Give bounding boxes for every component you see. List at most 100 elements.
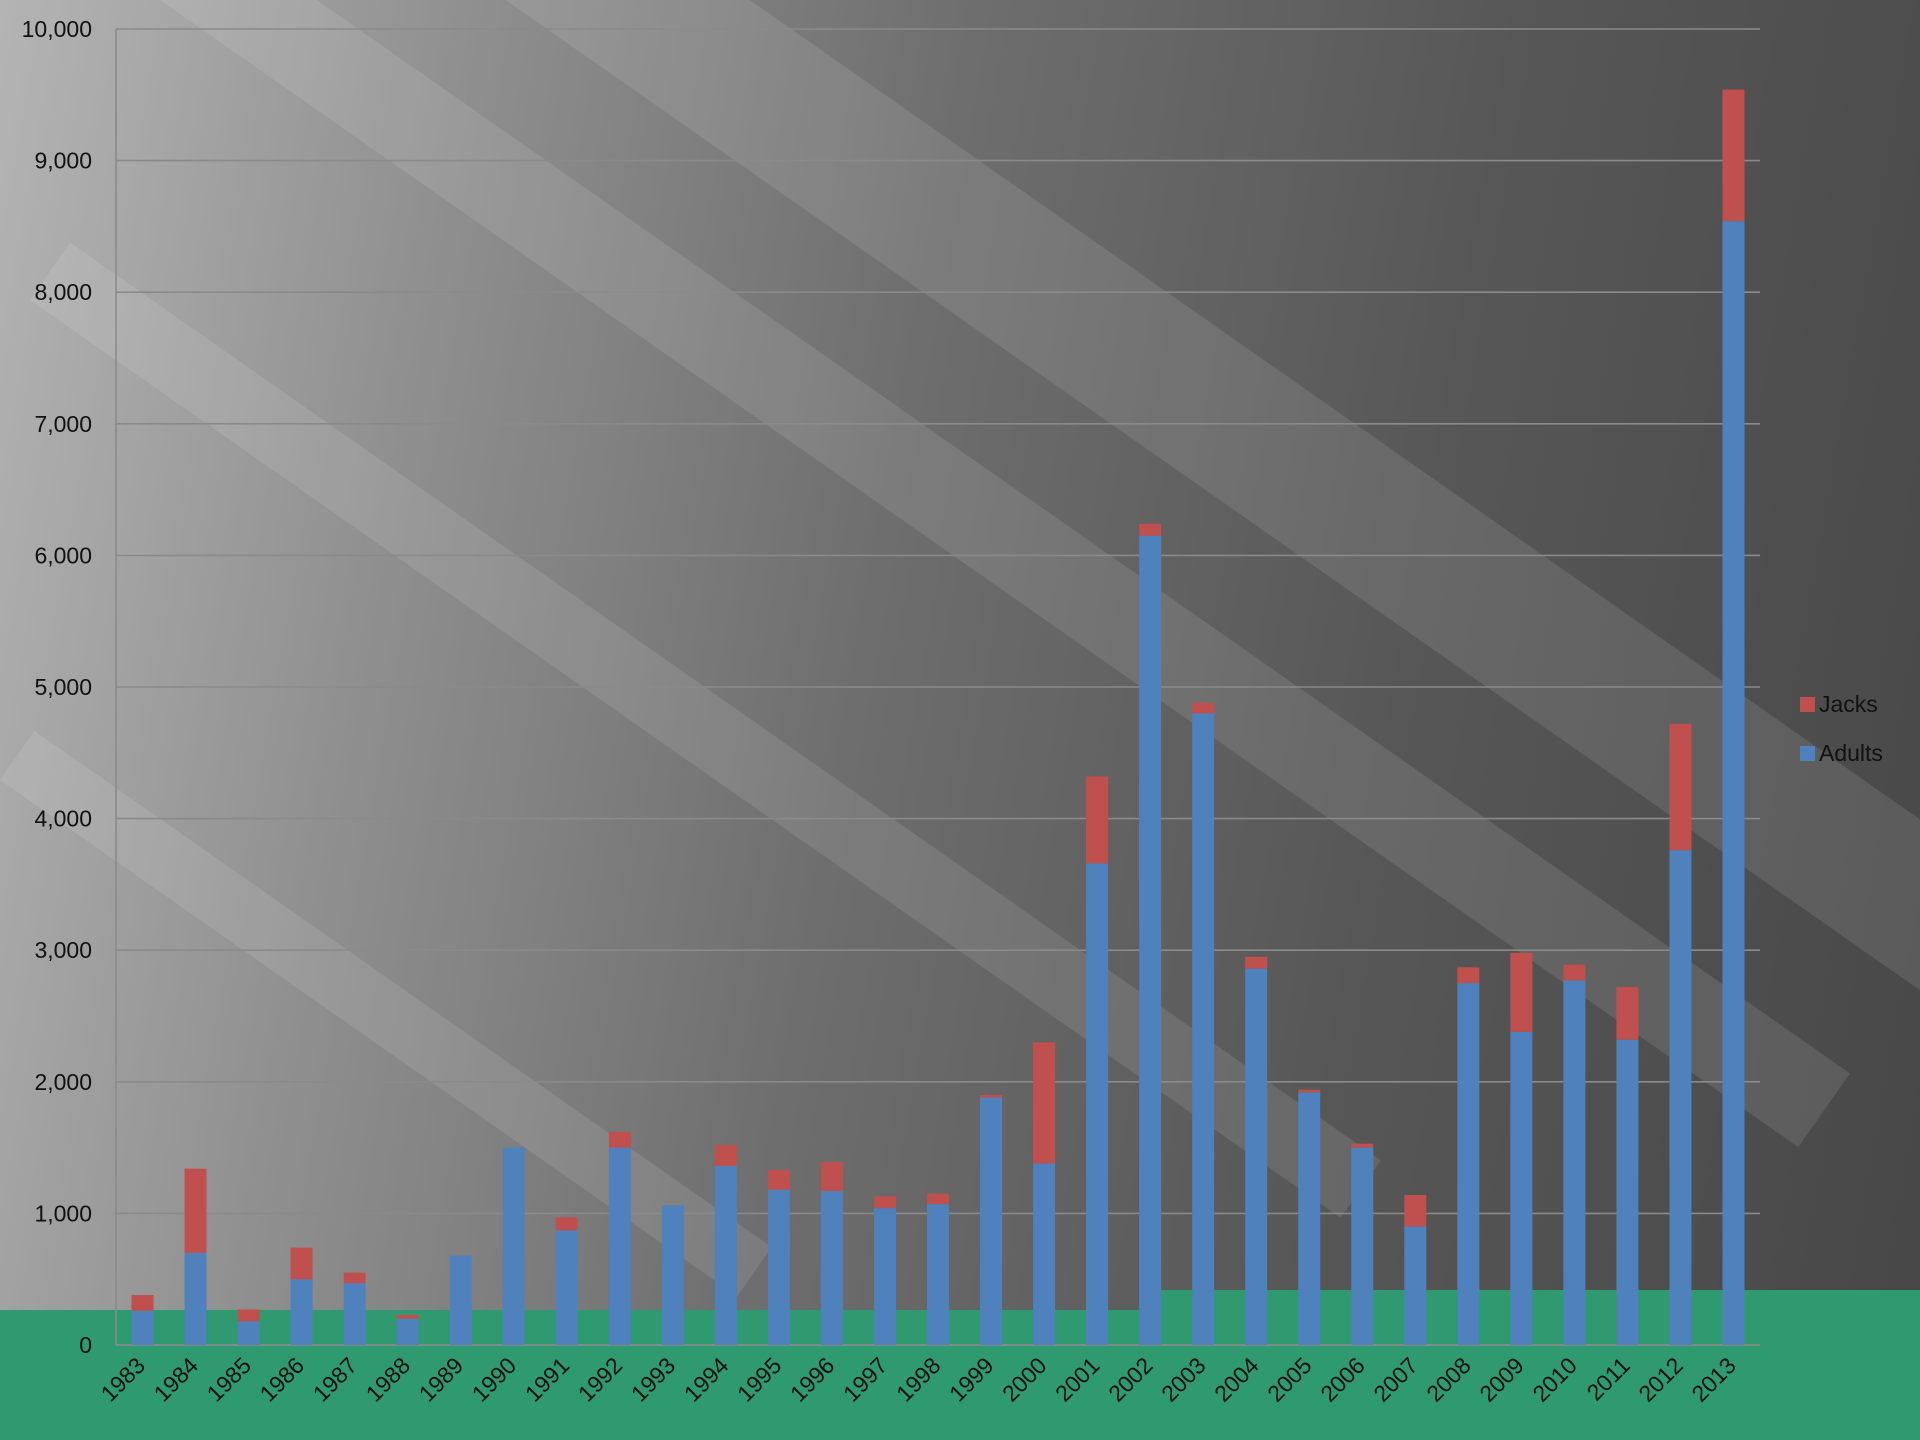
- bar-jacks-2011: [1616, 987, 1639, 1040]
- bar-jacks-2009: [1510, 952, 1533, 1032]
- bar-adults-1989: [449, 1255, 472, 1345]
- bar-adults-2007: [1404, 1226, 1427, 1345]
- x-tick-label: 2004: [1209, 1352, 1264, 1407]
- bar-adults-1985: [237, 1321, 260, 1345]
- bar-jacks-1985: [237, 1309, 260, 1322]
- legend-label-jacks: Jacks: [1819, 691, 1878, 717]
- bar-jacks-1997: [873, 1196, 896, 1209]
- bar-adults-1996: [820, 1191, 843, 1345]
- y-tick-label: 5,000: [34, 674, 92, 700]
- y-tick-label: 3,000: [34, 937, 92, 963]
- bar-jacks-1986: [290, 1247, 313, 1280]
- x-tick-label: 1983: [95, 1352, 150, 1407]
- bar-jacks-2004: [1245, 956, 1268, 969]
- x-tick-label: 1997: [838, 1352, 893, 1407]
- bar-adults-1991: [555, 1230, 578, 1345]
- y-tick-label: 2,000: [34, 1069, 92, 1095]
- x-tick-label: 1998: [891, 1352, 946, 1407]
- bar-jacks-2001: [1086, 776, 1109, 864]
- bar-adults-1994: [714, 1166, 737, 1345]
- bar-adults-1984: [184, 1252, 207, 1345]
- bar-adults-2010: [1563, 980, 1586, 1345]
- x-tick-label: 2011: [1582, 1352, 1635, 1405]
- bar-adults-2009: [1510, 1031, 1533, 1345]
- ground-band-raised: [1160, 1290, 1920, 1330]
- x-tick-label: 1989: [414, 1352, 469, 1407]
- bar-jacks-1984: [184, 1168, 207, 1253]
- bar-jacks-1983: [131, 1294, 154, 1311]
- bar-adults-2001: [1086, 863, 1109, 1345]
- bar-adults-2005: [1298, 1092, 1321, 1345]
- x-tick-label: 1986: [255, 1352, 310, 1407]
- legend-label-adults: Adults: [1819, 740, 1883, 766]
- bar-jacks-1988: [396, 1314, 419, 1319]
- x-axis-ticks: 1983198419851986198719881989199019911992…: [95, 1352, 1741, 1407]
- bar-jacks-2008: [1457, 967, 1480, 984]
- x-tick-label: 1993: [626, 1352, 681, 1407]
- x-tick-label: 2012: [1633, 1352, 1688, 1407]
- bar-adults-2000: [1033, 1163, 1056, 1345]
- x-tick-label: 2003: [1156, 1352, 1211, 1407]
- x-tick-label: 2009: [1474, 1352, 1529, 1407]
- bar-jacks-2007: [1404, 1194, 1427, 1227]
- x-tick-label: 2002: [1103, 1352, 1158, 1407]
- bar-adults-1987: [343, 1283, 366, 1345]
- x-tick-label: 2006: [1315, 1352, 1370, 1407]
- bar-adults-1993: [661, 1205, 684, 1345]
- bar-jacks-2012: [1669, 723, 1692, 851]
- y-axis-ticks: 0 1,000 2,000 3,000 4,000 5,000 6,000 7,000 8,00…: [22, 16, 92, 1358]
- bar-adults-1998: [927, 1204, 949, 1345]
- bar-jacks-1998: [927, 1193, 949, 1205]
- bar-adults-2012: [1669, 850, 1692, 1345]
- bar-jacks-1991: [555, 1217, 578, 1231]
- ground-band: [0, 1310, 1920, 1440]
- bar-adults-1997: [873, 1208, 896, 1345]
- x-tick-label: 1999: [944, 1352, 999, 1407]
- x-tick-label: 1996: [785, 1352, 840, 1407]
- legend-item-adults: Adults: [1800, 729, 1883, 778]
- x-tick-label: 1992: [573, 1352, 628, 1407]
- bar-adults-2006: [1351, 1147, 1374, 1345]
- bar-adults-2004: [1245, 968, 1268, 1345]
- x-tick-label: 2007: [1368, 1352, 1423, 1407]
- bar-jacks-1995: [767, 1169, 790, 1190]
- bar-jacks-1994: [714, 1144, 737, 1167]
- y-tick-label: 1,000: [34, 1200, 92, 1226]
- x-tick-label: 1988: [361, 1352, 416, 1407]
- bar-adults-1992: [608, 1147, 631, 1345]
- y-tick-label: 6,000: [34, 542, 92, 568]
- bar-jacks-2002: [1139, 523, 1162, 536]
- x-tick-label: 1990: [467, 1352, 522, 1407]
- bar-adults-2008: [1457, 983, 1480, 1345]
- bar-jacks-2005: [1298, 1089, 1321, 1093]
- bar-adults-1990: [502, 1147, 525, 1345]
- x-tick-label: 2000: [997, 1352, 1052, 1407]
- x-tick-label: 1985: [202, 1352, 257, 1407]
- x-tick-label: 2013: [1686, 1352, 1741, 1407]
- x-tick-label: 2005: [1262, 1352, 1317, 1407]
- bar-adults-1999: [980, 1097, 1003, 1345]
- bar-adults-1986: [290, 1279, 313, 1345]
- y-tick-label: 9,000: [34, 148, 92, 174]
- bar-jacks-1987: [343, 1272, 366, 1284]
- bar-adults-2011: [1616, 1039, 1639, 1345]
- bar-jacks-2003: [1192, 702, 1215, 714]
- bars: [131, 89, 1745, 1346]
- bar-adults-2002: [1139, 535, 1162, 1345]
- bar-adults-1995: [767, 1189, 790, 1345]
- legend: Jacks Adults: [1800, 680, 1883, 778]
- x-tick-label: 2001: [1050, 1352, 1105, 1407]
- bar-adults-2013: [1722, 221, 1745, 1346]
- bar-jacks-2010: [1563, 964, 1586, 981]
- y-tick-label: 0: [79, 1332, 92, 1358]
- x-tick-label: 2010: [1527, 1352, 1582, 1407]
- bar-jacks-2000: [1033, 1042, 1056, 1164]
- y-tick-label: 10,000: [22, 16, 92, 42]
- x-tick-label: 1984: [149, 1352, 204, 1407]
- y-tick-label: 8,000: [34, 279, 92, 305]
- legend-swatch-jacks: [1800, 697, 1815, 712]
- bar-adults-1988: [396, 1318, 419, 1345]
- legend-item-jacks: Jacks: [1800, 680, 1883, 729]
